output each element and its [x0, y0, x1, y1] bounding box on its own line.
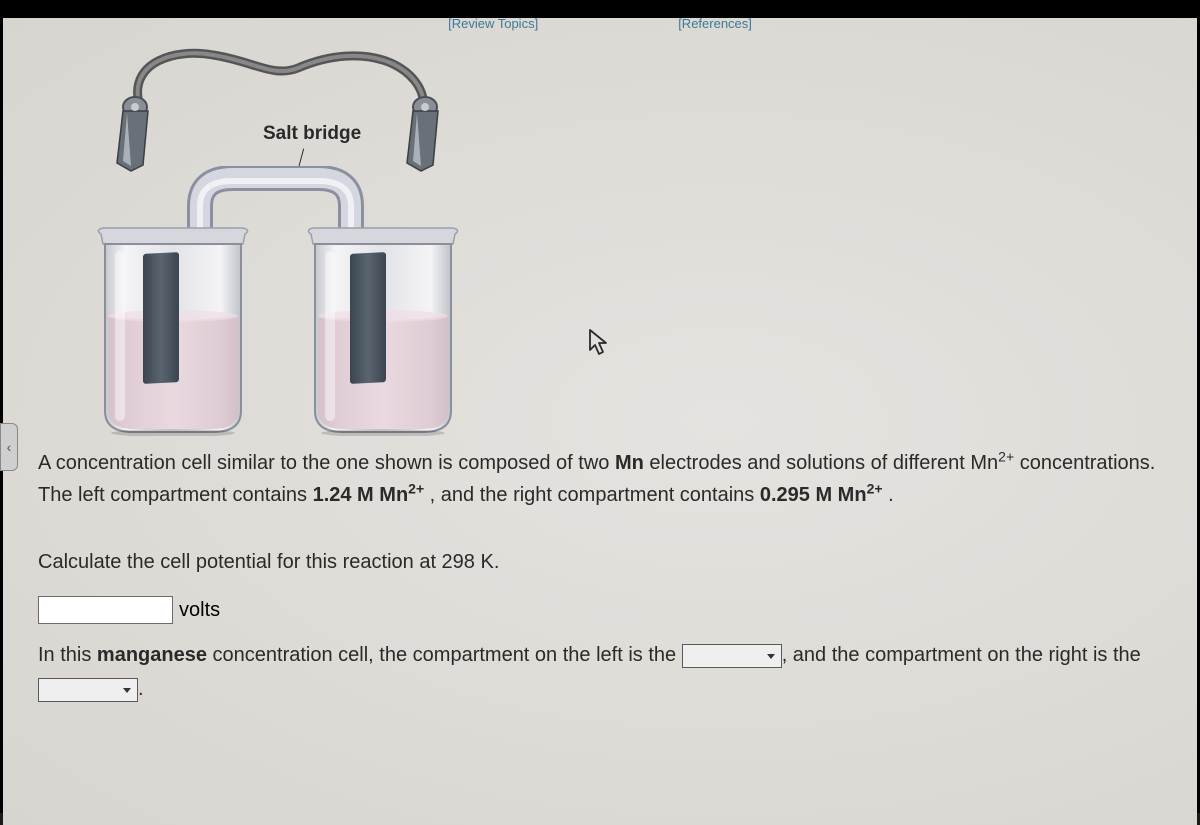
answer-volts-row: volts: [38, 596, 1167, 624]
p1-conc1sup: 2+: [408, 481, 424, 497]
volts-unit-label: volts: [179, 599, 220, 622]
scroll-tab[interactable]: ‹: [0, 423, 18, 471]
left-electrode: [143, 252, 179, 384]
p1-t4: , and the right compartment contains: [424, 484, 760, 506]
p3-t4: .: [138, 678, 144, 700]
concentration-cell-diagram: Salt bridge: [38, 18, 488, 438]
connecting-hose: [123, 43, 433, 103]
p1-conc2sup: 2+: [867, 481, 883, 497]
question-cell-potential: Calculate the cell potential for this re…: [38, 551, 1167, 574]
right-electrode: [350, 252, 386, 384]
salt-bridge-label: Salt bridge: [263, 123, 361, 145]
p3-t1: In this: [38, 644, 97, 666]
volts-input[interactable]: [38, 596, 173, 624]
cursor-icon: [588, 328, 610, 363]
left-compartment-select[interactable]: [682, 644, 782, 668]
references-link[interactable]: [References]: [678, 16, 752, 30]
left-clip: [113, 93, 158, 183]
p3-t3: , and the compartment on the right is th…: [782, 644, 1141, 666]
p1-conc2: 0.295 M Mn: [760, 484, 867, 506]
p1-t5: .: [883, 484, 894, 506]
right-compartment-select[interactable]: [38, 678, 138, 702]
p1-mn2sup: 2+: [998, 448, 1014, 464]
p1-t2: electrodes and solutions of different: [644, 452, 971, 474]
p1-conc1: 1.24 M Mn: [313, 484, 409, 506]
question-page: [Review Topics] [References] ‹: [3, 18, 1197, 825]
p3-t2: concentration cell, the compartment on t…: [207, 644, 682, 666]
right-clip: [403, 93, 448, 183]
p3-mang: manganese: [97, 644, 207, 666]
p1-mn: Mn: [615, 452, 644, 474]
p1-mn2: Mn: [970, 452, 998, 474]
problem-description: A concentration cell similar to the one …: [38, 446, 1167, 511]
p1-t1: A concentration cell similar to the one …: [38, 452, 615, 474]
compartment-question: In this manganese concentration cell, th…: [38, 638, 1167, 706]
